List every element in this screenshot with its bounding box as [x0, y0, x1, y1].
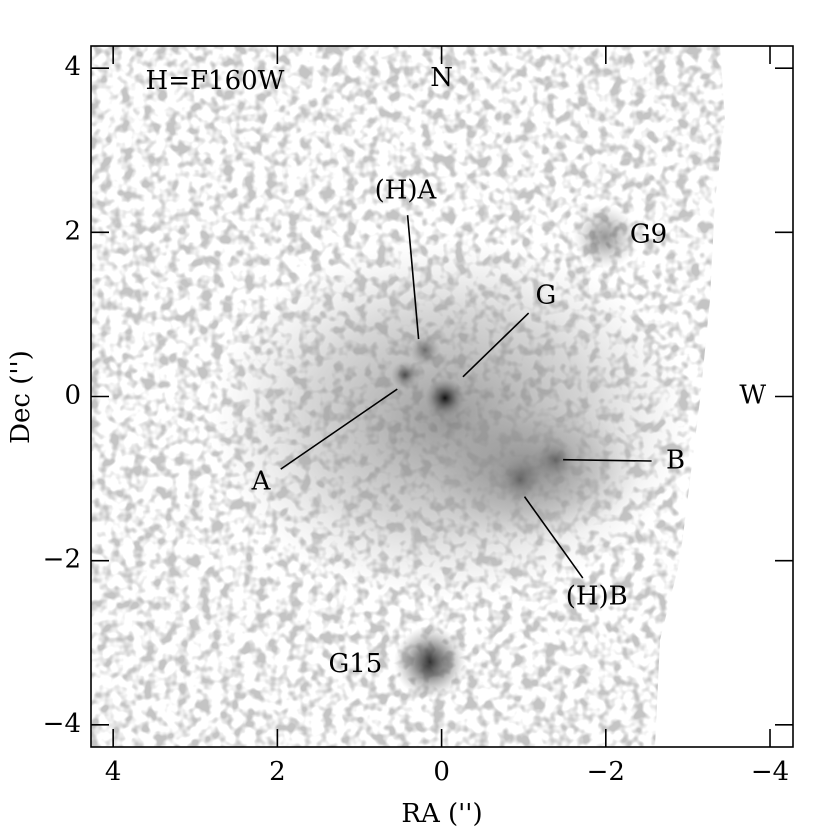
annotation: G [535, 280, 556, 310]
annotation: (H)A [375, 175, 438, 205]
image [91, 46, 793, 747]
annotation: B [666, 445, 685, 475]
y-tick-label: 2 [64, 216, 81, 246]
pointer-line [462, 312, 530, 378]
pointer-line [406, 215, 420, 340]
annotation: G15 [328, 649, 382, 679]
x-tick-label: −4 [751, 757, 789, 787]
pointer-line [523, 496, 584, 579]
annotation: G9 [630, 220, 667, 250]
x-axis-label: RA ('') [401, 799, 482, 829]
y-tick-label: −4 [43, 709, 81, 739]
x-tick-label: 0 [433, 757, 450, 787]
pointer-line [280, 388, 398, 470]
pointer-line [563, 458, 652, 462]
annotation: H=F160W [146, 66, 285, 96]
y-tick-label: 4 [64, 52, 81, 82]
x-tick-label: 2 [269, 757, 286, 787]
y-tick-label: −2 [43, 545, 81, 575]
annotation: (H)B [566, 582, 628, 612]
annotation: A [251, 467, 272, 497]
annotation: W [739, 381, 766, 411]
y-axis-label: Dec ('') [6, 350, 36, 444]
x-tick-label: −2 [587, 757, 625, 787]
y-tick-label: 0 [64, 381, 81, 411]
annotation: N [430, 63, 453, 93]
x-tick-label: 4 [105, 757, 122, 787]
